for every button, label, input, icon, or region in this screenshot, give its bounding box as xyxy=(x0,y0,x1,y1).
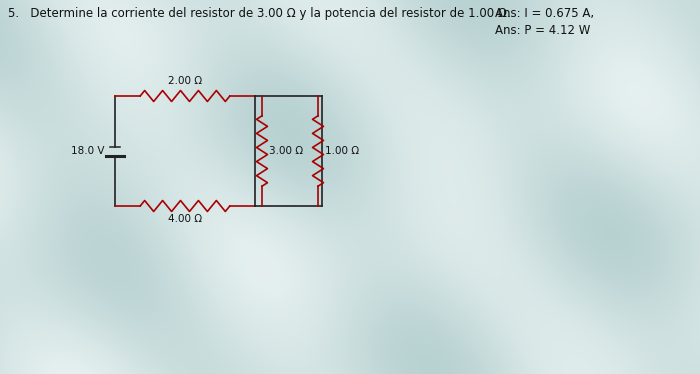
Text: 4.00 Ω: 4.00 Ω xyxy=(168,214,202,224)
Text: Ans: I = 0.675 A,: Ans: I = 0.675 A, xyxy=(495,7,594,20)
Text: 3.00 Ω: 3.00 Ω xyxy=(269,146,303,156)
Text: 5.   Determine la corriente del resistor de 3.00 Ω y la potencia del resistor de: 5. Determine la corriente del resistor d… xyxy=(8,7,511,20)
Text: 1.00 Ω: 1.00 Ω xyxy=(325,146,359,156)
Text: 2.00 Ω: 2.00 Ω xyxy=(168,76,202,86)
Text: Ans: P = 4.12 W: Ans: P = 4.12 W xyxy=(495,24,590,37)
Text: 18.0 V: 18.0 V xyxy=(71,146,105,156)
